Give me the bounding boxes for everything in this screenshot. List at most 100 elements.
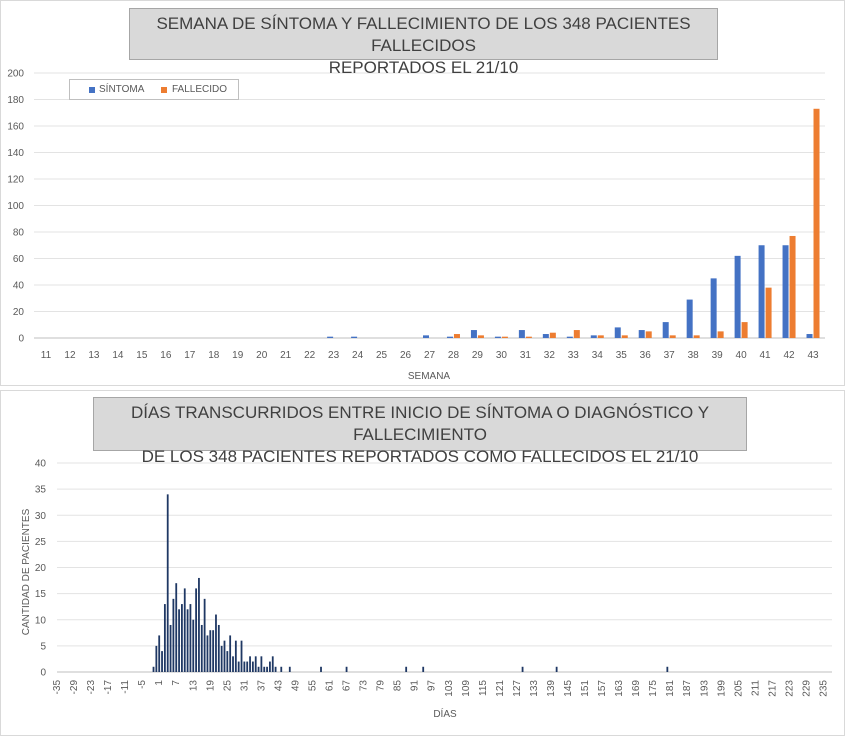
- x-tick-label: 97: [427, 680, 438, 692]
- bar-sintoma: [758, 245, 765, 338]
- y-tick-label: 140: [7, 148, 24, 159]
- x-tick-label: 42: [783, 350, 795, 361]
- x-tick-label: 223: [784, 680, 795, 697]
- bar-sintoma: [782, 245, 789, 338]
- bar-day: [271, 656, 274, 672]
- bar-sintoma: [638, 330, 645, 338]
- x-tick-label: -29: [69, 680, 80, 695]
- bar-fallecido: [669, 335, 676, 338]
- bar-sintoma: [686, 299, 693, 338]
- bar-sintoma: [662, 322, 669, 338]
- bar-day: [288, 666, 291, 672]
- y-tick-label: 25: [35, 537, 47, 548]
- x-tick-label: 15: [136, 350, 148, 361]
- x-tick-label: 73: [359, 680, 370, 692]
- x-tick-label: 29: [472, 350, 484, 361]
- bar-fallecido: [549, 332, 556, 338]
- x-tick-label: 1: [154, 680, 165, 686]
- bar-fallecido: [453, 334, 460, 338]
- x-tick-label: 127: [512, 680, 523, 697]
- bar-day: [169, 624, 172, 672]
- bar-day: [158, 635, 161, 672]
- x-tick-label: 103: [444, 680, 455, 697]
- bar-day: [178, 609, 180, 672]
- x-tick-label: 25: [222, 680, 233, 692]
- x-tick-label: 175: [648, 680, 659, 697]
- x-tick-label: -35: [52, 680, 63, 695]
- bar-day: [195, 588, 198, 672]
- bar-sintoma: [542, 334, 549, 338]
- bar-day: [203, 598, 206, 672]
- x-tick-label: 25: [376, 350, 388, 361]
- x-tick-label: 205: [733, 680, 744, 697]
- bar-day: [200, 624, 203, 672]
- x-tick-label: 19: [205, 680, 216, 692]
- x-tick-label: 145: [563, 680, 574, 697]
- x-tick-label: 14: [112, 350, 124, 361]
- bar-day: [232, 656, 234, 672]
- bar-day: [163, 604, 166, 672]
- x-axis-label: SEMANA: [408, 371, 451, 382]
- bar-day: [206, 635, 209, 672]
- x-tick-label: 31: [520, 350, 532, 361]
- x-tick-label: 169: [631, 680, 642, 697]
- bar-day: [183, 588, 186, 672]
- bar-fallecido: [693, 335, 700, 338]
- y-tick-label: 180: [7, 95, 24, 106]
- x-tick-label: 235: [818, 680, 829, 697]
- bar-day: [246, 661, 249, 672]
- bar-day: [257, 666, 260, 672]
- y-tick-label: 15: [35, 589, 47, 600]
- x-tick-label: 31: [239, 680, 250, 692]
- chart-title-line: SEMANA DE SÍNTOMA Y FALLECIMIENTO DE LOS…: [156, 14, 691, 55]
- x-tick-label: 13: [88, 350, 100, 361]
- chart-title-line: REPORTADOS EL 21/10: [328, 58, 519, 77]
- x-tick-label: 11: [41, 350, 52, 361]
- x-tick-label: 20: [256, 350, 268, 361]
- bar-fallecido: [621, 335, 628, 338]
- bar-day: [320, 666, 322, 672]
- x-tick-label: 193: [699, 680, 710, 697]
- legend: SÍNTOMA FALLECIDO: [69, 79, 239, 100]
- bar-sintoma: [470, 330, 477, 338]
- x-tick-label: 61: [325, 680, 336, 692]
- x-tick-label: 109: [461, 680, 472, 697]
- bar-day: [254, 656, 257, 672]
- bar-day: [229, 635, 232, 672]
- x-tick-label: 34: [592, 350, 604, 361]
- bar-sintoma: [494, 336, 501, 338]
- bar-sintoma: [518, 330, 525, 338]
- x-tick-label: 157: [597, 680, 608, 697]
- bar-day: [234, 640, 237, 672]
- x-tick-label: 30: [496, 350, 508, 361]
- bar-fallecido: [477, 335, 484, 338]
- bar-day: [240, 640, 243, 672]
- bar-day: [166, 494, 169, 672]
- bar-fallecido: [765, 287, 772, 338]
- x-tick-label: 27: [424, 350, 436, 361]
- x-tick-label: 12: [64, 350, 76, 361]
- x-tick-label: 7: [171, 680, 182, 686]
- y-tick-label: 20: [13, 307, 25, 318]
- x-tick-label: 55: [307, 680, 318, 692]
- bar-day: [172, 598, 175, 672]
- bar-day: [226, 651, 229, 672]
- x-tick-label: 199: [716, 680, 727, 697]
- x-tick-label: 21: [280, 350, 292, 361]
- legend-label-fallecido: FALLECIDO: [172, 84, 228, 95]
- y-tick-label: 35: [35, 485, 47, 496]
- bar-fallecido: [645, 331, 652, 338]
- x-tick-label: 37: [664, 350, 676, 361]
- bar-day: [223, 640, 226, 672]
- x-tick-label: 39: [712, 350, 724, 361]
- x-tick-label: 49: [290, 680, 301, 692]
- x-tick-label: 33: [568, 350, 580, 361]
- x-tick-label: 211: [750, 680, 761, 696]
- x-tick-label: 43: [807, 350, 819, 361]
- y-tick-label: 20: [35, 563, 47, 574]
- x-tick-label: 36: [640, 350, 652, 361]
- x-tick-label: 16: [160, 350, 172, 361]
- x-tick-label: 35: [616, 350, 628, 361]
- x-tick-label: -11: [120, 680, 131, 694]
